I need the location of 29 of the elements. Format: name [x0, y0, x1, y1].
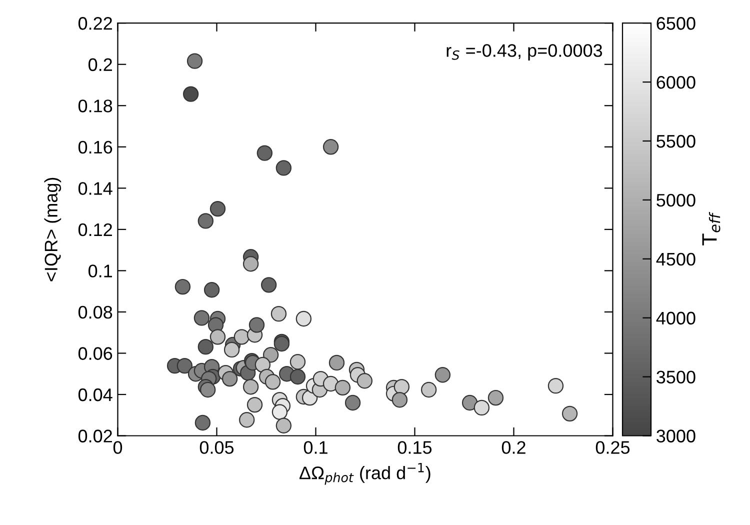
y-tick-label: 0.08 [78, 306, 112, 319]
y-tick-label: 0.04 [78, 388, 112, 402]
annotation: r$_{S}$ =-0.43, p=0.0003 [446, 44, 602, 60]
y-tick-label: 0.06 [78, 347, 112, 360]
x-tick-label: 0.25 [596, 441, 630, 454]
x-axis-title: ΔΩ$_{phot}$ (rad d$^{−1}$) [300, 463, 430, 485]
y-axis-title: <IQR> (mag) [44, 178, 62, 282]
y-tick-label: 0.22 [78, 17, 112, 30]
y-tick-label: 0.12 [78, 223, 112, 236]
color-bar-title: T$_{eff}$ [702, 212, 720, 246]
x-tick-label: 0 [113, 441, 122, 454]
x-tick-label: 0.2 [502, 441, 526, 454]
x-tick-label: 0.15 [398, 441, 432, 454]
y-tick-label: 0.18 [78, 100, 112, 112]
y-tick-label: 0.14 [78, 182, 112, 195]
color-bar-label: 4500 [656, 252, 696, 266]
color-bar-label: 5000 [656, 194, 696, 207]
color-bar-label: 3000 [656, 430, 696, 442]
color-bar-label: 6000 [656, 76, 696, 89]
x-tick-label: 0.1 [304, 441, 328, 454]
y-tick-label: 0.02 [78, 430, 112, 442]
color-bar-label: 6500 [656, 17, 696, 30]
color-bar-label: 5500 [656, 134, 696, 148]
y-tick-label: 0.16 [78, 140, 112, 154]
color-bar-label: 3500 [656, 370, 696, 384]
y-tick-label: 0.2 [88, 58, 112, 72]
color-bar-label: 4000 [656, 312, 696, 325]
x-tick-label: 0.05 [200, 441, 234, 454]
y-tick-label: 0.1 [88, 264, 112, 278]
